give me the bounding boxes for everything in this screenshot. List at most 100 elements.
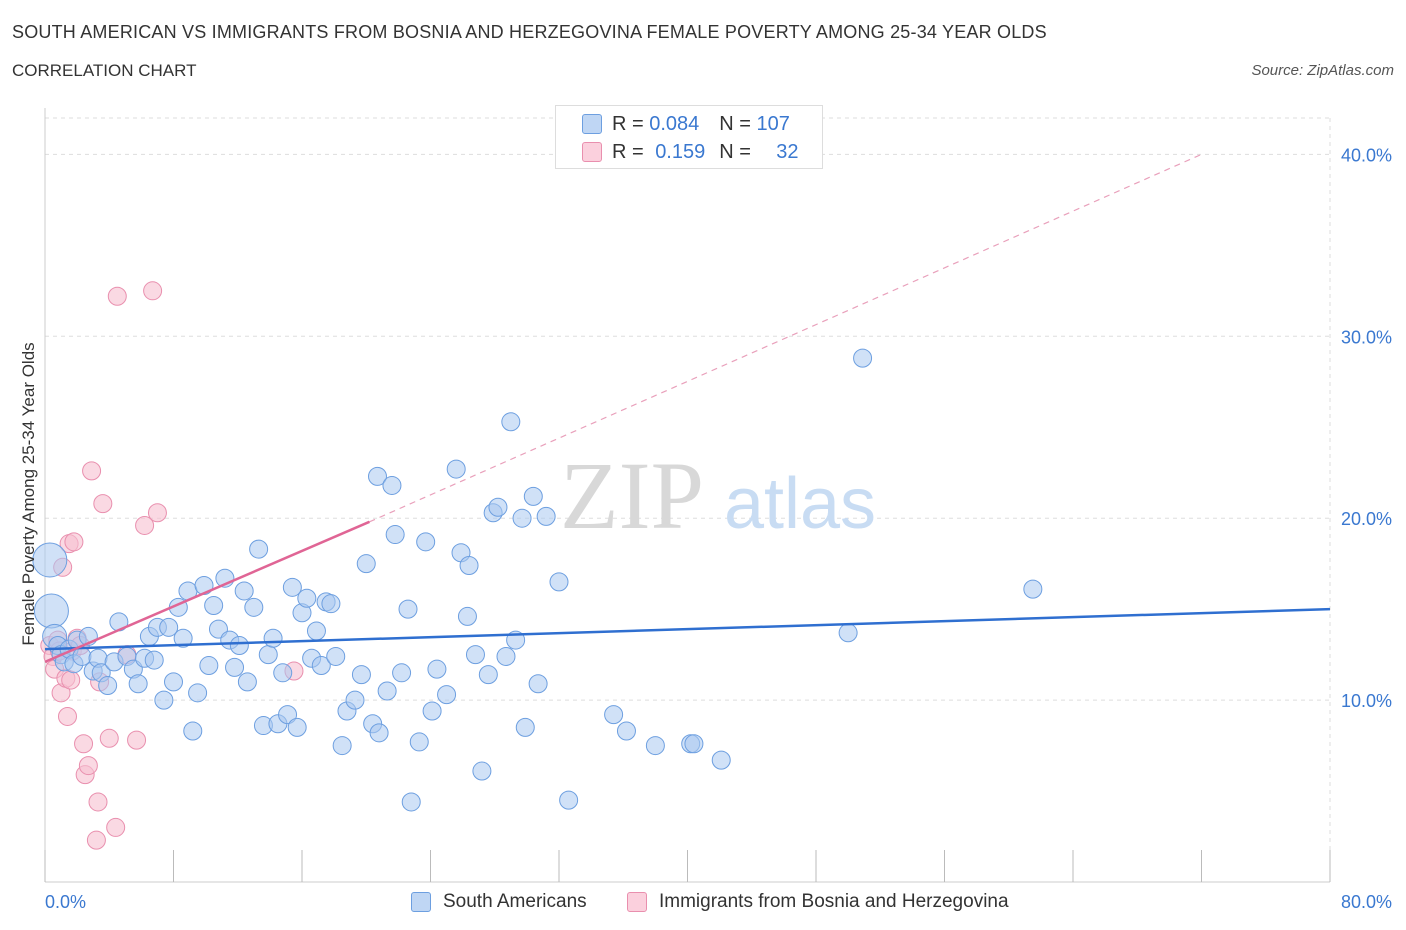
series-name-bosnia: Immigrants from Bosnia and Herzegovina (659, 891, 1009, 912)
stats-legend: R = 0.084 N = 107 R = 0.159 N = 32 (555, 105, 823, 169)
data-point-south-american (154, 690, 174, 710)
data-point-bosnia (99, 728, 119, 748)
legend-row-south-american: R = 0.084 N = 107 (582, 112, 790, 136)
data-point-south-american (144, 650, 164, 670)
data-point-south-american (278, 705, 298, 725)
data-point-south-american (472, 761, 492, 781)
legend-n-value-blue: 107 (756, 112, 790, 135)
data-point-south-american (282, 577, 302, 597)
y-tick-label: 30.0% (1341, 327, 1392, 347)
data-point-south-american (549, 572, 569, 592)
legend-r-value-pink: 0.159 (655, 140, 706, 163)
data-point-south-american (853, 348, 873, 368)
data-point-south-american (159, 617, 179, 637)
data-point-bosnia (88, 792, 108, 812)
legend-n-value-pink: 32 (776, 140, 799, 163)
data-point-south-american (199, 656, 219, 676)
data-point-south-american (838, 623, 858, 643)
data-point-south-american (332, 736, 352, 756)
x-tick-label: 0.0% (45, 892, 86, 912)
data-point-south-american (559, 790, 579, 810)
data-point-south-american (234, 581, 254, 601)
data-point-bosnia (82, 461, 102, 481)
data-point-south-american (164, 672, 183, 692)
data-point-south-american (306, 621, 326, 641)
legend-swatch-pink (582, 142, 602, 162)
series-legend-bosnia: Immigrants from Bosnia and Herzegovina (627, 889, 1009, 915)
data-point-south-american (465, 645, 485, 665)
data-point-south-american (173, 628, 193, 648)
data-point-south-american (528, 674, 548, 694)
data-point-south-american (287, 717, 307, 737)
data-point-south-american (459, 555, 479, 575)
data-point-south-american (183, 721, 203, 741)
trend-lines (44, 153, 1331, 664)
series-swatch-pink (627, 892, 647, 912)
legend-r-value-blue: 0.084 (649, 112, 700, 135)
series-legend-south-american: South Americans (411, 889, 587, 915)
data-point-bosnia (127, 730, 147, 750)
points-south-american (32, 348, 1043, 812)
chart-title: SOUTH AMERICAN VS IMMIGRANTS FROM BOSNIA… (12, 22, 1047, 42)
data-point-south-american (437, 685, 457, 705)
data-point-south-american (377, 681, 397, 701)
y-tick-label: 40.0% (1341, 145, 1392, 165)
data-point-south-american (457, 606, 477, 626)
source-credit: Source: ZipAtlas.com (1251, 62, 1394, 79)
data-point-south-american (98, 676, 118, 696)
data-point-south-american (496, 646, 516, 666)
data-point-bosnia (61, 670, 81, 690)
data-point-south-american (188, 683, 208, 703)
data-point-bosnia (135, 515, 155, 535)
data-point-south-american (616, 721, 636, 741)
points-bosnia (40, 281, 304, 850)
data-point-south-american (204, 596, 224, 616)
legend-n-label: N = (719, 112, 751, 135)
data-point-south-american (401, 792, 421, 812)
data-point-south-american (225, 657, 245, 677)
data-point-south-american (273, 663, 293, 683)
data-point-bosnia (74, 734, 94, 754)
data-point-south-american (536, 506, 556, 526)
data-point-bosnia (107, 286, 127, 306)
data-point-south-american (645, 736, 665, 756)
data-point-south-american (488, 497, 508, 517)
data-point-south-american (128, 674, 148, 694)
data-point-south-american (684, 734, 704, 754)
data-point-south-american (321, 594, 341, 614)
data-point-south-american (416, 532, 436, 552)
data-point-south-american (446, 459, 466, 479)
data-point-bosnia (64, 532, 84, 552)
trend-line-bosnia (44, 520, 370, 664)
data-point-bosnia (147, 503, 167, 523)
data-point-south-american (297, 588, 317, 608)
y-tick-label: 20.0% (1341, 509, 1392, 529)
data-point-south-american (1023, 579, 1043, 599)
data-point-south-american (711, 750, 731, 770)
series-name-south-american: South Americans (443, 891, 587, 912)
tick-labels: 10.0% 20.0% 30.0% 40.0% 0.0% 80.0% (45, 145, 1392, 912)
data-point-bosnia (78, 756, 98, 776)
data-point-bosnia (86, 830, 106, 850)
y-axis-label: Female Poverty Among 25-34 Year Olds (19, 342, 38, 646)
watermark-zip: ZIP (560, 442, 704, 549)
data-point-south-american (258, 645, 278, 665)
watermark-atlas: atlas (724, 464, 876, 544)
data-point-bosnia (106, 817, 126, 837)
data-point-south-american (512, 508, 532, 528)
x-tick-label: 80.0% (1341, 892, 1392, 912)
data-point-south-american (345, 690, 365, 710)
legend-r-label: R = (612, 140, 644, 163)
data-point-bosnia (93, 494, 113, 514)
data-point-south-american (311, 656, 331, 676)
data-point-bosnia (57, 706, 77, 726)
data-point-south-american (326, 646, 346, 666)
data-point-south-american (398, 599, 418, 619)
data-point-south-american (229, 636, 249, 656)
data-point-south-american (356, 554, 376, 574)
watermark: ZIP atlas (560, 442, 876, 549)
data-point-south-american (237, 672, 257, 692)
data-point-south-american (604, 705, 624, 725)
legend-swatch-blue (582, 114, 602, 134)
